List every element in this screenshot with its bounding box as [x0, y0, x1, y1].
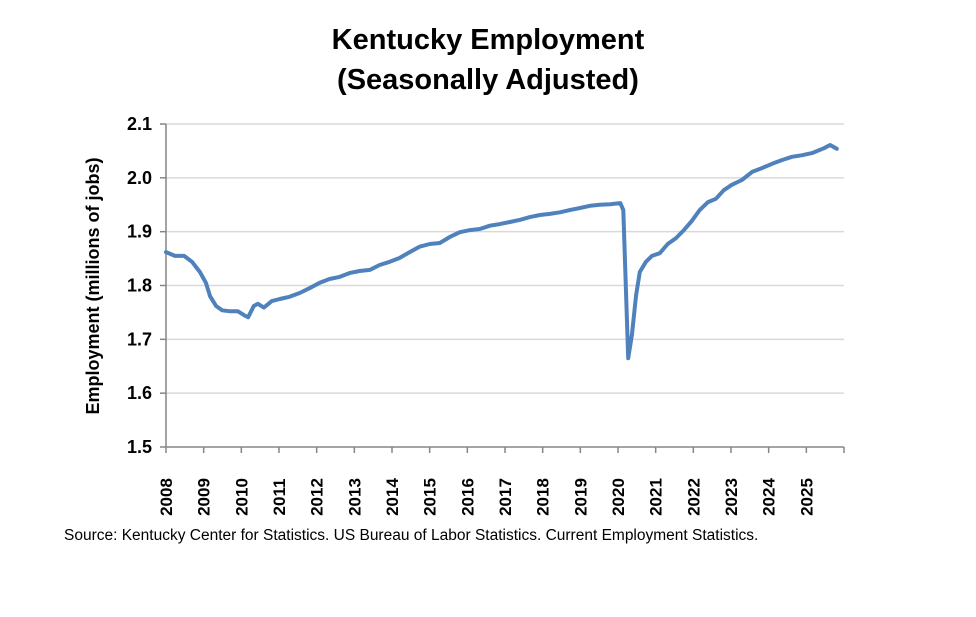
- x-tick-label: 2008: [157, 478, 176, 516]
- x-tick-label: 2014: [383, 478, 402, 516]
- y-tick-label: 1.6: [127, 383, 152, 403]
- series-line: [164, 143, 839, 361]
- source-note: Source: Kentucky Center for Statistics. …: [64, 527, 759, 544]
- y-tick-label: 1.8: [127, 276, 152, 296]
- x-tick-label: 2021: [647, 478, 666, 516]
- y-tick-label: 1.7: [127, 329, 152, 349]
- x-tick-label: 2017: [496, 478, 515, 516]
- x-tick-label: 2010: [232, 478, 251, 516]
- x-tick-label: 2009: [195, 478, 214, 516]
- x-tick-label: 2023: [722, 478, 741, 516]
- x-tick-label: 2013: [345, 478, 364, 516]
- gridlines: [166, 123, 844, 394]
- y-tick-label: 2.0: [127, 168, 152, 188]
- y-axis-label: Employment (millions of jobs): [83, 157, 103, 414]
- y-tick-label: 1.9: [127, 222, 152, 242]
- x-tick-label: 2012: [308, 478, 327, 516]
- x-tick-label: 2018: [534, 478, 553, 516]
- x-tick-label: 2015: [421, 478, 440, 516]
- y-tick-label: 2.1: [127, 114, 152, 134]
- x-tick-label: 2022: [684, 478, 703, 516]
- x-tick-label: 2019: [571, 478, 590, 516]
- axes: [160, 123, 845, 453]
- chart-subtitle: (Seasonally Adjusted): [337, 64, 639, 96]
- x-tick-label: 2016: [458, 478, 477, 516]
- x-tick-label: 2024: [760, 478, 779, 516]
- y-tick-labels: 1.5 1.6 1.7 1.8 1.9 2.0 2.1: [127, 114, 152, 457]
- x-tick-labels: 2008 2009 2010 2011 2012 2013 2014 2015 2016 2017…: [157, 478, 816, 516]
- y-tick-label: 1.5: [127, 437, 152, 457]
- x-tick-label: 2020: [609, 478, 628, 516]
- x-tick-label: 2025: [797, 478, 816, 516]
- x-tick-label: 2011: [270, 479, 289, 516]
- chart-title: Kentucky Employment: [331, 24, 645, 56]
- series-group: [164, 143, 839, 361]
